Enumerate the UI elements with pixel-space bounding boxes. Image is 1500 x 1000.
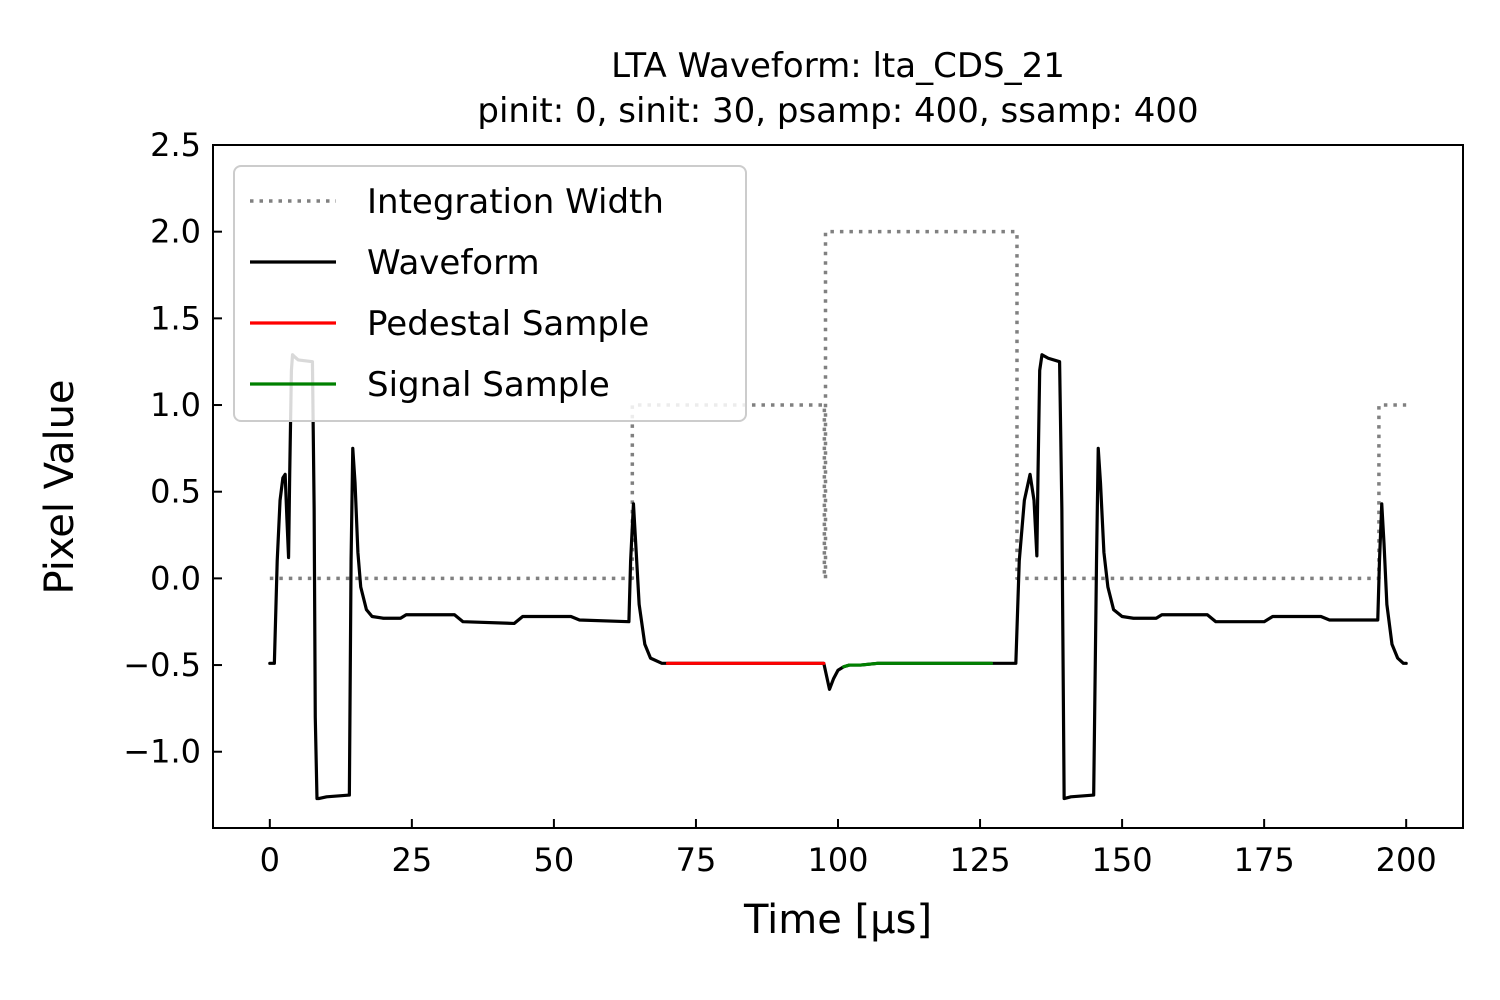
- y-tick-label: 2.0: [150, 213, 201, 251]
- x-axis-label: Time [μs]: [743, 897, 932, 943]
- axes: 0 25 50 75 100 125 150 175 200 −1.0 −0.5 0.0 0.5 1.0 1…: [123, 126, 1464, 879]
- x-tick-label: 125: [950, 841, 1011, 879]
- y-tick-label: −1.0: [123, 733, 201, 771]
- chart-subtitle: pinit: 0, sinit: 30, psamp: 400, ssamp: …: [477, 91, 1198, 131]
- legend-label: Signal Sample: [367, 365, 610, 405]
- series-line-signal-sample: [842, 661, 994, 669]
- x-tick-label: 50: [534, 841, 575, 879]
- y-tick-label: 1.5: [150, 299, 201, 337]
- y-tick-label: 0.5: [150, 473, 201, 511]
- chart-title: LTA Waveform: lta_CDS_21: [611, 46, 1065, 86]
- x-tick-label: 0: [260, 841, 280, 879]
- y-tick-label: 2.5: [150, 126, 201, 164]
- legend-box: [233, 165, 747, 422]
- legend-label: Waveform: [367, 243, 540, 283]
- legend: Integration Width Waveform Pedestal Sample…: [233, 165, 747, 422]
- x-tick-label: 100: [807, 841, 868, 879]
- legend-label: Integration Width: [367, 182, 664, 222]
- y-tick-label: 1.0: [150, 386, 201, 424]
- x-tick-label: 200: [1376, 841, 1437, 879]
- y-tick-label: 0.0: [150, 559, 201, 597]
- legend-label: Pedestal Sample: [367, 304, 649, 344]
- y-axis-label: Pixel Value: [37, 379, 83, 594]
- x-tick-label: 175: [1234, 841, 1295, 879]
- plot-area: [268, 229, 1408, 801]
- y-tick-label: −0.5: [123, 646, 201, 684]
- x-tick-label: 25: [392, 841, 433, 879]
- x-tick-label: 150: [1092, 841, 1153, 879]
- x-tick-label: 75: [676, 841, 717, 879]
- series-line-waveform: [268, 353, 1408, 801]
